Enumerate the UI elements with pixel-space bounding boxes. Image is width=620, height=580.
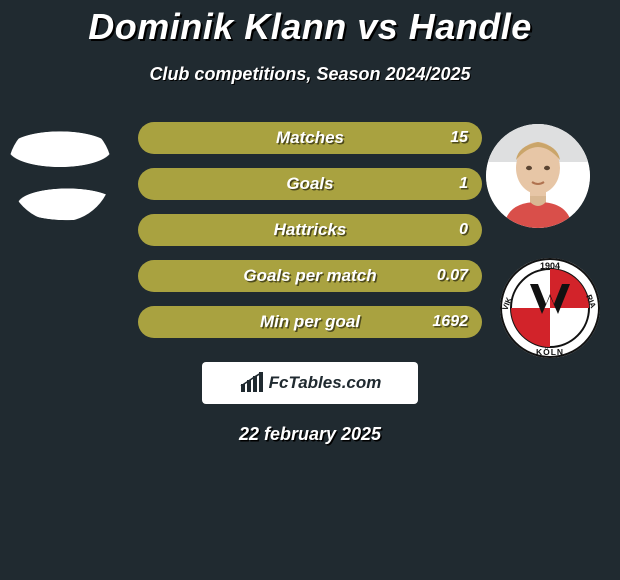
stat-label: Hattricks <box>274 220 347 240</box>
player-right-avatar <box>486 124 590 228</box>
stat-row-goals: Goals 1 <box>138 168 482 200</box>
page-title: Dominik Klann vs Handle <box>0 0 620 48</box>
stat-value-right: 15 <box>450 129 468 147</box>
stat-value-right: 1 <box>459 175 468 193</box>
club-right-badge: 1904 KÖLN VIK RIA <box>500 258 600 358</box>
stat-row-hattricks: Hattricks 0 <box>138 214 482 246</box>
brand-label: FcTables.com <box>269 373 382 393</box>
stat-value-right: 1692 <box>432 313 468 331</box>
svg-text:1904: 1904 <box>540 261 560 271</box>
stat-value-right: 0 <box>459 221 468 239</box>
stat-row-gpm: Goals per match 0.07 <box>138 260 482 292</box>
stats-bars: Matches 15 Goals 1 Hattricks 0 Goals per… <box>138 122 482 352</box>
stat-row-mpg: Min per goal 1692 <box>138 306 482 338</box>
snapshot-date: 22 february 2025 <box>0 424 620 445</box>
stat-label: Goals <box>286 174 333 194</box>
brand-pill: FcTables.com <box>202 362 418 404</box>
player-left-avatar <box>8 118 112 222</box>
stat-value-right: 0.07 <box>437 267 468 285</box>
page-subtitle: Club competitions, Season 2024/2025 <box>0 64 620 85</box>
stat-row-matches: Matches 15 <box>138 122 482 154</box>
brand-bars-icon <box>239 372 265 394</box>
stat-label: Matches <box>276 128 344 148</box>
stat-label: Min per goal <box>260 312 360 332</box>
stat-label: Goals per match <box>243 266 376 286</box>
